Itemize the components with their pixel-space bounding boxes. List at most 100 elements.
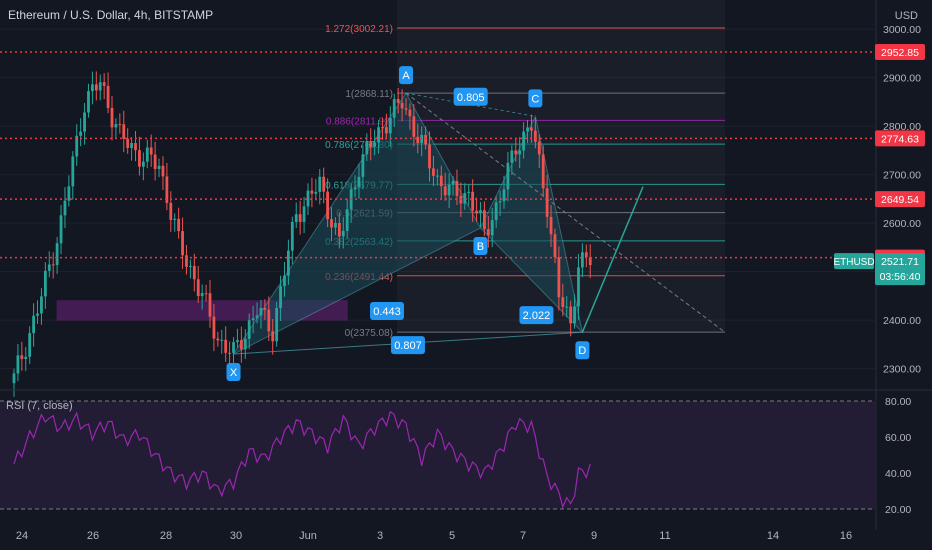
candle-body — [40, 296, 43, 314]
candle-body — [545, 188, 549, 217]
x-tick-label: 28 — [160, 530, 172, 542]
candle-body — [259, 307, 263, 316]
candle-body — [181, 231, 184, 256]
rsi-band-fill — [0, 401, 875, 509]
candle-body — [396, 99, 400, 103]
candle-body — [518, 150, 522, 155]
candle-body — [408, 109, 412, 117]
candle-body — [79, 131, 83, 136]
candles — [12, 71, 592, 397]
candle-body — [537, 141, 541, 155]
candle-body — [526, 127, 529, 132]
candle-body — [471, 191, 475, 211]
candle-body — [341, 230, 345, 237]
candle-body — [51, 264, 55, 266]
y-tick-label: 2300.00 — [883, 364, 921, 376]
symbol-tag-text: ETHUSD — [833, 257, 874, 268]
candle-body — [369, 141, 373, 147]
symbol-title[interactable]: Ethereum / U.S. Dollar, 4h, BITSTAMP — [8, 8, 214, 22]
rsi-tick-label: 60.00 — [885, 432, 911, 444]
candle-body — [318, 176, 322, 192]
ratio-label-bg — [453, 87, 488, 106]
point-label: C — [531, 93, 539, 105]
rsi-line — [13, 410, 591, 509]
candle-body — [192, 265, 196, 280]
candle-body — [16, 355, 20, 374]
candle-body — [385, 127, 388, 134]
candle-body — [236, 340, 239, 343]
level-price-text: 2952.85 — [881, 47, 919, 59]
y-tick-label: 2900.00 — [883, 73, 921, 85]
ratio-label-bg — [370, 302, 404, 320]
candle-body — [255, 315, 259, 319]
candle-body — [588, 257, 592, 266]
candle-body — [502, 189, 506, 202]
candle-body — [94, 84, 98, 91]
candle-body — [514, 150, 518, 155]
ratio-label-bg — [390, 336, 425, 355]
candle-body — [381, 127, 384, 129]
candle-body — [435, 175, 439, 177]
candle-body — [365, 141, 369, 155]
x-tick-label: 7 — [520, 530, 526, 542]
candle-body — [110, 107, 114, 128]
point-label-bg — [528, 89, 543, 108]
x-tick-label: 24 — [16, 530, 28, 542]
candle-body — [189, 265, 192, 267]
candle-body — [467, 191, 471, 194]
rsi-title[interactable]: RSI (7, close) — [6, 400, 73, 412]
candle-body — [185, 255, 188, 267]
candle-body — [447, 184, 451, 196]
candle-body — [196, 279, 200, 297]
candle-body — [283, 275, 286, 287]
candle-body — [388, 117, 392, 134]
candle-body — [157, 165, 161, 169]
ratio-label-bg — [519, 306, 554, 325]
candle-body — [357, 176, 361, 188]
candle-body — [232, 342, 235, 353]
candle-body — [220, 339, 224, 341]
point-label: B — [477, 241, 484, 253]
candle-body — [161, 165, 165, 177]
candle-body — [141, 161, 145, 167]
candle-body — [310, 190, 314, 194]
candle-body — [134, 143, 137, 151]
candle-body — [287, 250, 290, 276]
candle-body — [541, 154, 545, 189]
point-label-bg — [575, 341, 590, 360]
candle-body — [271, 331, 275, 342]
candle-body — [530, 127, 533, 131]
candle-body — [455, 181, 459, 197]
candle-body — [498, 201, 502, 203]
candle-body — [24, 356, 28, 359]
level-price-tag — [875, 130, 925, 147]
candle-body — [337, 222, 341, 237]
candle-body — [330, 219, 333, 228]
horizontal-levels[interactable] — [0, 51, 875, 259]
candle-body — [314, 191, 318, 194]
candle-body — [204, 293, 208, 295]
ac-line — [405, 92, 536, 117]
candle-body — [569, 306, 573, 324]
y-tick-label: 2800.00 — [883, 121, 921, 133]
candle-body — [47, 264, 51, 271]
rsi-tick-label: 20.00 — [885, 504, 911, 516]
candle-body — [239, 340, 243, 350]
point-label: A — [402, 70, 410, 82]
fib-label: 0.786(2762.80) — [325, 140, 393, 151]
currency-label: USD — [894, 10, 918, 22]
overlay-labels: 2952.852774.632649.542528.842521.7103:56… — [226, 43, 925, 382]
candle-body — [522, 131, 525, 151]
candle-body — [561, 297, 565, 307]
candle-body — [577, 267, 580, 307]
candle-body — [439, 175, 443, 187]
level-price-tag — [875, 43, 925, 60]
candle-body — [353, 187, 357, 190]
candle-body — [28, 333, 32, 357]
pattern-xab — [232, 92, 482, 356]
candle-body — [322, 176, 326, 192]
candle-body — [130, 143, 133, 148]
candle-body — [212, 316, 216, 339]
rsi-tick-label: 80.00 — [885, 396, 911, 408]
